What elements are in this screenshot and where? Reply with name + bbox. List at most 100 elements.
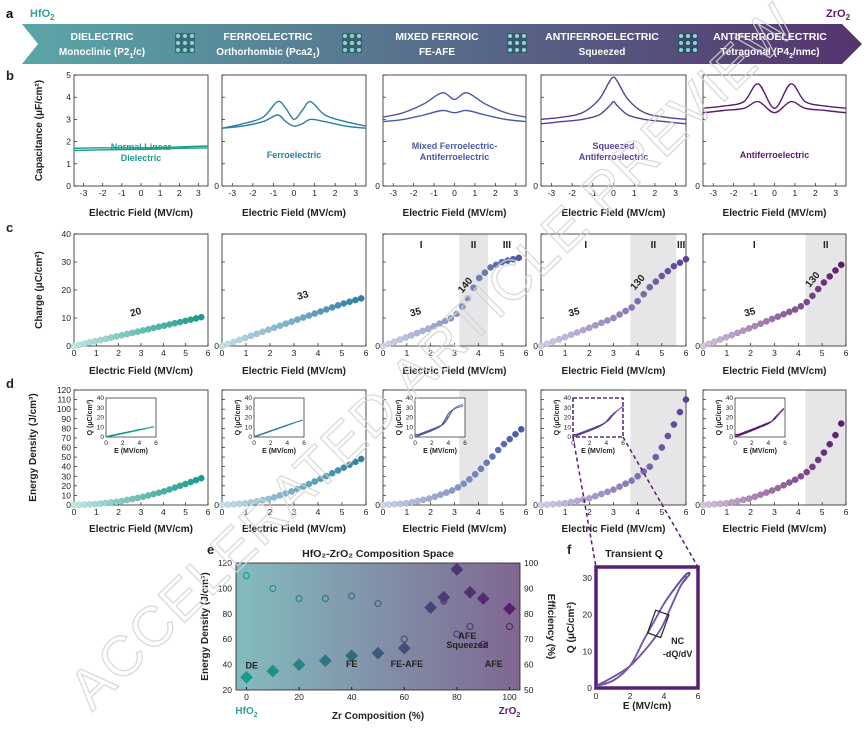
phase-region-label: AFE [485,659,503,669]
x-tick-label: -3 [548,188,556,198]
inset-hysteresis: 0 2 4 6 0 10 20 30 40 E (MV/cm) Q (μC/cm²) [554,395,625,455]
transient-title: Transient Q [605,548,663,560]
inset-x-label: E (MV/cm) [114,448,148,455]
x-tick-label: 5 [340,348,345,358]
energy-point [477,465,485,473]
y-tick-label: 120 [218,558,232,568]
charge-point [492,261,500,269]
inset-y-tick: 40 [97,395,105,402]
y-tick-label: 0 [66,341,71,351]
charge-point [652,278,660,285]
x-tick-label: 1 [632,188,637,198]
energy-point [517,425,525,433]
energy-point [616,483,623,490]
region-shade [805,234,846,346]
x-tick-label: 2 [587,507,592,517]
phase-region-label: FE-AFE [391,659,424,669]
y-tick-label: 0 [695,500,700,510]
charge-point [780,310,787,318]
zro2-text: ZrO [499,706,517,717]
efficiency-marker [295,595,303,603]
efficiency-marker [440,597,448,605]
charge-point [419,327,426,335]
energy-point [622,480,629,487]
inset-x-tick: 0 [571,440,575,447]
charge-point [682,255,690,263]
energy-point [814,456,822,464]
energy-point [549,500,557,508]
y-tick-label: 0 [214,181,219,191]
x-tick-label: 5 [183,507,188,517]
charge-point [253,330,261,338]
charge-point [757,320,764,328]
inset-hysteresis: 0 2 4 6 0 10 20 30 40 E (MV/cm) Q (μC/cm²) [235,395,306,455]
plot-frame [382,74,527,187]
energy-point [699,501,707,509]
phase-subtitle-text: Squeezed [579,47,626,58]
energy-point [745,495,753,502]
plot-frame [221,74,367,187]
energy-point [628,477,635,484]
inset-loop [572,405,624,438]
energy-point [270,494,278,501]
y-tick-label: 100 [218,583,232,593]
energy-point [379,501,387,509]
inset-y-tick: 20 [564,415,572,422]
inset-y-tick: 40 [564,395,572,402]
x-tick-label: 2 [333,188,338,198]
x-tick-label: 4 [476,348,481,358]
energy-point [555,500,563,508]
x-tick-label: 4 [476,507,481,517]
energy-point [282,490,290,497]
energy-point [586,494,593,502]
energy-point [346,461,353,469]
hfo2-sub: 2 [50,13,55,22]
x-tick-label: -1 [750,188,758,198]
efficiency-marker [427,605,435,613]
energy-point [676,408,684,416]
inset-hysteresis: 0 2 4 6 0 10 20 30 40 E (MV/cm) Q (μC/cm²) [87,395,158,455]
x-tick-label: 4 [635,348,640,358]
x-tick-label: 0 [244,692,249,702]
charge-point [385,340,392,348]
zro2-label-a: ZrO2 [826,8,851,22]
inset-loop [734,408,785,438]
y-tick-label: 30 [62,257,72,267]
energy-point [311,478,319,485]
inset-x-tick: 4 [447,440,451,447]
charge-point [391,338,398,346]
panel-d-label: d [6,376,14,391]
phase-subtitle: Orthorhombic (Pca21) [216,47,319,60]
charge-point [430,322,438,330]
region-label: I [420,240,423,251]
y-tick-label: 2 [66,137,71,147]
transient-loop-inner [596,575,689,687]
y-tick-label: 0 [375,341,380,351]
capacitance-curve-down [702,100,847,114]
charge-point [774,313,782,320]
charge-point [786,308,793,316]
charge-point [311,310,319,317]
charge-point [722,334,730,341]
inset-loop [414,404,464,438]
inset-x-tick: 0 [104,440,108,447]
energy-point [454,484,462,491]
charge-point [270,324,278,332]
energy-point [420,496,427,504]
x-tick-label: 0 [220,348,225,358]
x-tick-label: 4 [316,348,321,358]
inset-y-tick: 10 [97,424,105,431]
phase-subtitle: FE-AFE [419,47,455,58]
x-tick-label: -3 [80,188,88,198]
charge-point [224,340,232,348]
x-tick-label: 6 [684,348,689,358]
energy-point [757,491,764,498]
slope-label: 35 [567,306,581,320]
inset-frame [253,397,305,438]
x-tick-label: 0 [220,507,225,517]
x-tick-label: 5 [340,507,345,517]
energy-point [774,484,782,492]
charge-point [259,328,266,336]
